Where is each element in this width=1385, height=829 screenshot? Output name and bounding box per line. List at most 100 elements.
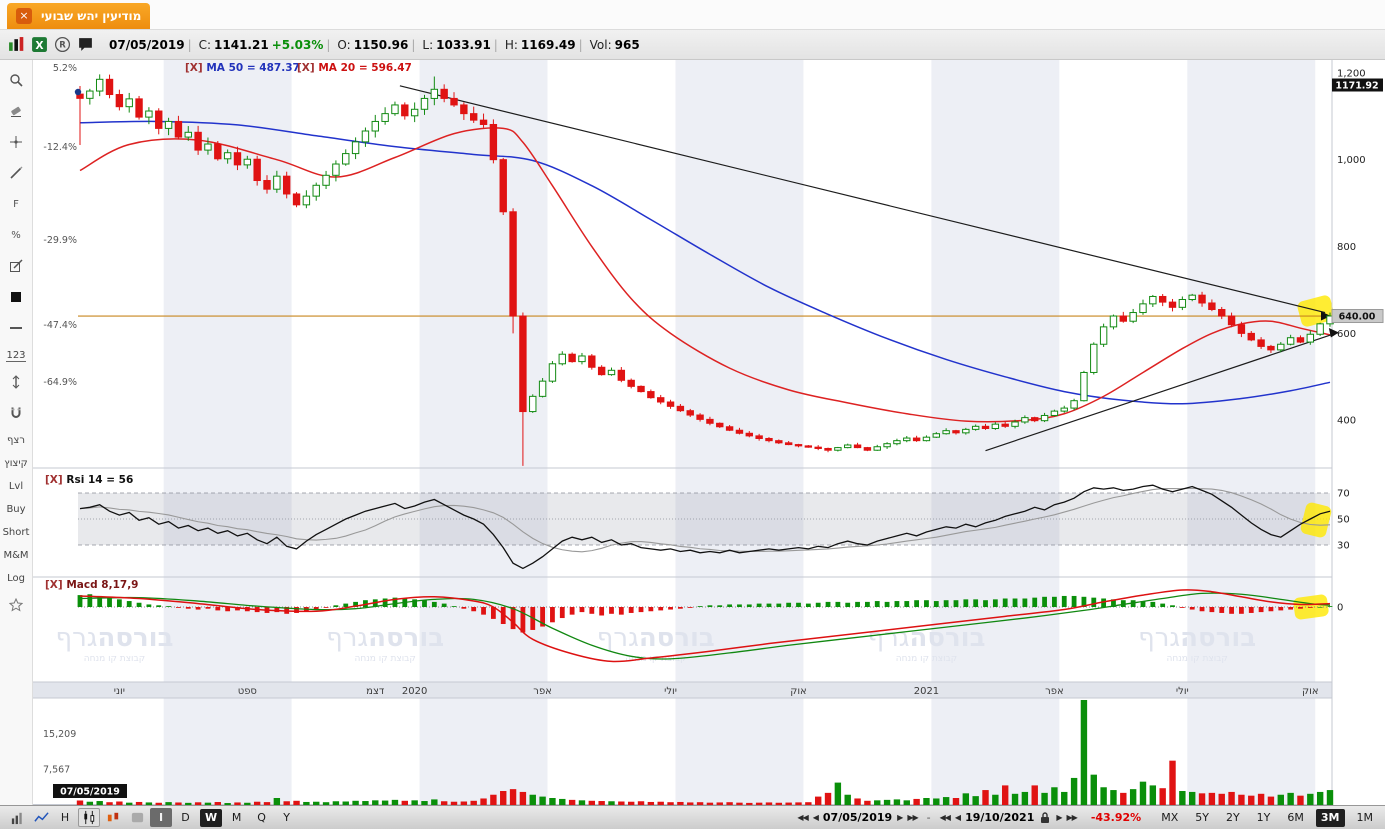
interval-button-D[interactable]: D [181, 811, 190, 824]
rsi-legend[interactable]: [X] Rsi 14 = 56 [45, 474, 133, 486]
interval-button-M[interactable]: M [231, 811, 242, 824]
nav-end-fwd-0-icon[interactable]: ▶ [1056, 813, 1062, 822]
zoom-button-3M[interactable]: 3M [1315, 808, 1345, 827]
sidebar-buy-tool[interactable]: Buy [6, 504, 26, 515]
interval-button-W[interactable]: W [200, 808, 223, 827]
svg-text:1,000: 1,000 [1337, 155, 1366, 166]
sidebar-numbers-tool[interactable]: 123 [6, 349, 26, 362]
sidebar-vline-tool-icon[interactable] [2, 369, 30, 395]
sidebar-magnet-tool-icon[interactable] [2, 400, 30, 426]
trendlines-layer [399, 85, 1339, 452]
svg-text:-12.4%: -12.4% [43, 142, 77, 153]
sidebar-crosshair-tool-icon[interactable] [2, 129, 30, 155]
sidebar-retzef-tool[interactable]: רצף [7, 435, 25, 446]
sidebar-trendline-tool-icon[interactable] [2, 160, 30, 186]
start-marker-dot [74, 88, 82, 96]
macd-legend[interactable]: [X] Macd 8,17,9 [45, 579, 139, 591]
range-start-date: 07/05/2019 [822, 811, 893, 824]
interval-button-Y[interactable]: Y [283, 811, 290, 824]
sidebar-level-tool[interactable]: Lvl [8, 481, 24, 492]
svg-text:640.00: 640.00 [1339, 312, 1376, 323]
hl-style-button[interactable]: H [60, 811, 70, 824]
quote-sep: | [187, 37, 192, 52]
svg-text:30: 30 [1337, 541, 1350, 552]
zoom-button-6M[interactable]: 6M [1287, 811, 1304, 824]
date-axis-strip [33, 682, 1332, 698]
app-logo-icon[interactable] [8, 36, 25, 53]
quote-close-value: 1141.21 [214, 37, 269, 52]
lock-icon[interactable] [1039, 811, 1051, 825]
bottom-toolbar: H I D W M Q Y ◀◀ ◀ 07/05/2019 ▶ ▶▶ - ◀◀ ◀ 19/10/2021 ▶ ▶▶… [0, 805, 1385, 829]
axis-labels-layer: 5.2% -12.4% -29.9% -47.4% -64.9% 1,200 1,000 80… [43, 63, 1366, 776]
svg-text:קבוצת קו מנחה: קבוצת קו מנחה [1166, 654, 1227, 664]
quote-sep: | [578, 37, 583, 52]
registered-icon[interactable]: R [54, 36, 71, 53]
candle-style-button-icon[interactable] [78, 808, 100, 827]
nav-end-fwd-1-icon[interactable]: ▶▶ [1066, 813, 1078, 822]
zoom-button-5Y[interactable]: 5Y [1195, 811, 1209, 824]
ma20-legend[interactable]: [X] MA 20 = 596.47 [297, 62, 412, 74]
info-toggle-button[interactable]: I [150, 808, 172, 827]
tab-close-button[interactable]: × [16, 8, 32, 24]
svg-text:בורסהגרף: בורסהגרף [597, 623, 715, 653]
svg-text:7,567: 7,567 [43, 765, 70, 776]
quote-low-value: 1033.91 [436, 37, 491, 52]
heikin-style-button-icon[interactable] [102, 808, 124, 827]
nav-start-fwd-1-icon[interactable]: ▶▶ [907, 813, 918, 822]
sidebar-annotate-tool-icon[interactable] [2, 253, 30, 279]
sidebar-favorite-tool-icon[interactable] [2, 592, 30, 618]
nav-start-back-0-icon[interactable]: ◀◀ [797, 813, 808, 822]
svg-text:קבוצת קו מנחה: קבוצת קו מנחה [84, 654, 145, 664]
nav-start-back-1-icon[interactable]: ◀ [812, 813, 819, 822]
svg-text:600: 600 [1337, 329, 1356, 340]
range-navigation: ◀◀ ◀ 07/05/2019 ▶ ▶▶ - ◀◀ ◀ 19/10/2021 ▶ ▶▶ -43.92%… [797, 808, 1379, 827]
excel-export-icon[interactable]: X [31, 36, 48, 53]
svg-text:-64.9%: -64.9% [43, 377, 77, 388]
tags-layer: 1171.92 640.00 07/05/2019 [53, 78, 1384, 798]
zoom-button-2Y[interactable]: 2Y [1225, 811, 1240, 824]
drawing-toolbar: F% 123 רצף קיצוץ Lvl Buy Short M&M Log [0, 60, 33, 805]
block-style-button-icon[interactable] [126, 808, 148, 827]
sidebar-fibonacci-tool[interactable]: F [13, 198, 19, 210]
svg-text:400: 400 [1337, 416, 1356, 427]
sidebar-search-tool-icon[interactable] [2, 67, 30, 93]
sidebar-hline-tool-icon[interactable] [2, 315, 30, 341]
sidebar-eraser-tool-icon[interactable] [2, 98, 30, 124]
nav-start-fwd-0-icon[interactable]: ▶ [897, 813, 903, 822]
nav-end-back-1-icon[interactable]: ◀ [954, 813, 961, 822]
quote-open-label: O: [337, 37, 351, 52]
ma50-legend[interactable]: [X] MA 50 = 487.37 [185, 62, 300, 74]
quote-volume-value: 965 [614, 37, 640, 52]
sidebar-mm-tool[interactable]: M&M [3, 550, 29, 561]
svg-text:אפר: אפר [1045, 686, 1064, 697]
quote-fields: 07/05/2019 | C: 1141.21 +5.03% | O: 1150.96 | L: 1… [101, 38, 640, 52]
indicator-legends-layer: [X] MA 50 = 487.37[X] MA 20 = 596.47 [X] … [45, 62, 412, 591]
nav-end-back-0-icon[interactable]: ◀◀ [939, 813, 951, 822]
quote-close-label: C: [198, 37, 212, 52]
chart-tab[interactable]: מודיעין יהש שבועי × [7, 3, 151, 29]
sidebar-kitzutz-tool[interactable]: קיצוץ [4, 458, 28, 469]
tab-title: מודיעין יהש שבועי [41, 9, 142, 23]
line-style-button-icon[interactable] [30, 808, 52, 827]
comment-icon[interactable] [77, 36, 94, 53]
sidebar-percent-tool[interactable]: % [11, 229, 21, 241]
svg-text:אפר: אפר [533, 686, 552, 697]
sidebar-short-tool[interactable]: Short [2, 527, 30, 538]
zoom-button-1M[interactable]: 1M [1356, 811, 1374, 824]
zoom-button-MX[interactable]: MX [1161, 811, 1179, 824]
highlight-layer [1293, 295, 1335, 620]
interval-button-Q[interactable]: Q [257, 811, 266, 824]
sidebar-swatch-tool-icon[interactable] [2, 284, 30, 310]
sidebar-log-tool[interactable]: Log [7, 573, 25, 584]
svg-text:70: 70 [1337, 489, 1350, 500]
quote-volume-label: Vol: [589, 37, 612, 52]
quote-high-label: H: [504, 37, 518, 52]
svg-text:X: X [35, 39, 43, 52]
volume-panel-toggle-icon[interactable] [6, 808, 28, 827]
svg-text:800: 800 [1337, 242, 1356, 253]
zoom-button-1Y[interactable]: 1Y [1256, 811, 1271, 824]
